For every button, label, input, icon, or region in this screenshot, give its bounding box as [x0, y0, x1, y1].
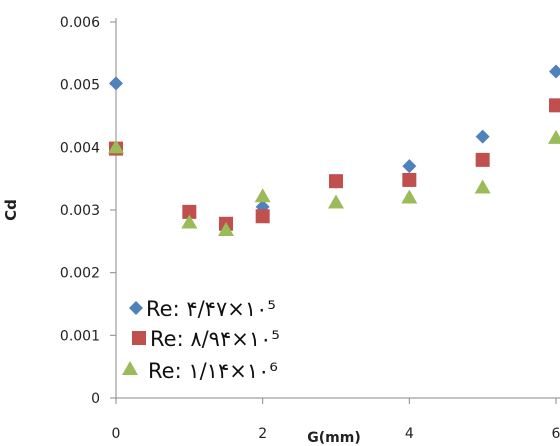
legend-marker-diamond [129, 301, 143, 315]
data-point-triangle [218, 222, 234, 237]
axes: 0 0.001 0.002 0.003 0.004 0.005 0.006 0 2 4 6 G(mm)… [2, 15, 560, 446]
data-point-square [402, 172, 417, 187]
data-point-triangle [108, 139, 124, 154]
legend-label: Re: ۸/۹۴×۱۰⁵ [150, 327, 280, 351]
x-axis-title: G(mm) [307, 430, 360, 446]
series-triangle [108, 129, 560, 237]
data-point-square [475, 152, 490, 167]
x-tick-label: 0 [112, 426, 121, 442]
data-point-diamond [549, 64, 560, 79]
legend-item: Re: ۸/۹۴×۱۰⁵ [132, 327, 280, 351]
data-point-triangle [474, 179, 491, 194]
data-point-square [255, 209, 270, 224]
legend-item: Re: ۱/۱۴×۱۰⁶ [122, 359, 278, 383]
x-tick-label: 2 [258, 426, 267, 442]
data-point-square [549, 98, 560, 113]
legend-label: Re: ۱/۱۴×۱۰⁶ [148, 359, 278, 383]
y-tick-label: 0.006 [60, 15, 100, 31]
data-marks [108, 64, 560, 237]
legend-item: Re: ۴/۴۷×۱۰⁵ [129, 297, 276, 321]
data-point-triangle [254, 188, 271, 203]
y-tick-label: 0.004 [60, 140, 100, 156]
y-tick-label: 0.001 [60, 328, 100, 344]
data-point-square [329, 174, 343, 189]
data-point-triangle [401, 189, 418, 204]
data-point-diamond [475, 129, 490, 144]
x-tick-label: 6 [552, 426, 560, 442]
data-point-triangle [328, 194, 344, 209]
legend-marker-square [132, 331, 146, 345]
y-tick-label: 0.003 [60, 203, 100, 219]
data-point-diamond [109, 76, 123, 91]
y-tick-label: 0.002 [60, 266, 100, 282]
data-point-triangle [181, 214, 198, 229]
x-tick-label: 4 [405, 426, 414, 442]
legend-marker-triangle [122, 361, 138, 375]
data-point-diamond [402, 159, 417, 174]
y-tick-label: 0.005 [60, 78, 100, 94]
legend: Re: ۴/۴۷×۱۰⁵ Re: ۸/۹۴×۱۰⁵ Re: ۱/۱۴×۱۰⁶ [122, 297, 280, 383]
legend-label: Re: ۴/۴۷×۱۰⁵ [146, 297, 276, 321]
y-axis-title: Cd [2, 199, 20, 221]
y-tick-label: 0 [91, 391, 100, 407]
data-point-triangle [548, 129, 560, 144]
series-square [109, 98, 560, 231]
data-point-square [182, 204, 197, 219]
